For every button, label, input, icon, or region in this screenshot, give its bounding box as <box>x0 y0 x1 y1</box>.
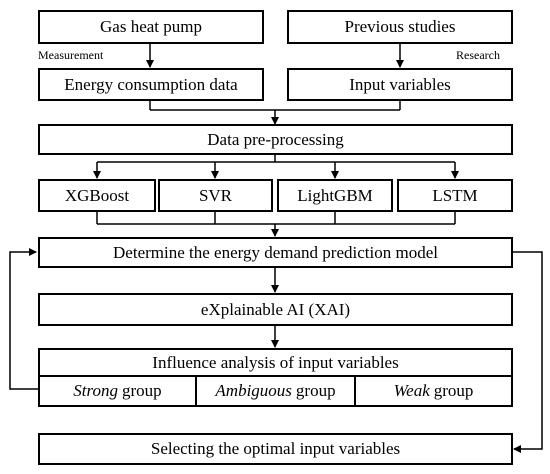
weak-group-italic: Weak <box>393 381 430 400</box>
ambiguous-group-italic: Ambiguous <box>215 381 292 400</box>
gas-heat-pump-box: Gas heat pump <box>38 10 264 44</box>
lstm-box: LSTM <box>397 179 513 212</box>
strong-group-italic: Strong <box>73 381 119 400</box>
lightgbm-label: LightGBM <box>297 185 373 205</box>
svr-box: SVR <box>158 179 273 212</box>
data-preprocessing-label: Data pre-processing <box>207 129 344 149</box>
measurement-label: Measurement <box>38 48 104 62</box>
bypass-line-right <box>512 251 543 453</box>
determine-model-box: Determine the energy demand prediction m… <box>38 237 513 268</box>
lightgbm-box: LightGBM <box>277 179 393 212</box>
xai-label: eXplainable AI (XAI) <box>200 299 351 319</box>
ambiguous-group-cell: Ambiguous group <box>197 377 356 405</box>
strong-group-cell: Strong group <box>40 377 197 405</box>
lstm-label: LSTM <box>432 185 478 205</box>
weak-group-cell: Weak group <box>356 377 511 405</box>
previous-studies-label: Previous studies <box>344 17 456 36</box>
energy-consumption-box: Energy consumption data <box>38 68 264 101</box>
svr-label: SVR <box>198 185 233 205</box>
ambiguous-group-label: group <box>295 381 336 400</box>
determine-model-label: Determine the energy demand prediction m… <box>113 242 438 262</box>
influence-analysis-header: Influence analysis of input variables <box>40 350 511 377</box>
gas-heat-pump-label: Gas heat pump <box>100 17 202 36</box>
selecting-optimal-label: Selecting the optimal input variables <box>150 439 401 458</box>
research-label: Research <box>456 48 500 62</box>
xgboost-box: XGBoost <box>38 179 156 212</box>
input-variables-box: Input variables <box>287 68 513 101</box>
influence-analysis-label: Influence analysis of input variables <box>152 352 399 372</box>
input-variables-label: Input variables <box>349 74 451 94</box>
influence-analysis-box: Influence analysis of input variables St… <box>38 348 513 407</box>
feedback-loop-line <box>9 248 38 390</box>
selecting-optimal-box: Selecting the optimal input variables <box>38 433 513 465</box>
weak-group-label: group <box>433 381 474 400</box>
previous-studies-box: Previous studies <box>287 10 513 44</box>
data-preprocessing-box: Data pre-processing <box>38 124 513 155</box>
energy-consumption-label: Energy consumption data <box>64 74 238 94</box>
xgboost-label: XGBoost <box>64 185 130 205</box>
strong-group-label: group <box>122 381 162 400</box>
xai-box: eXplainable AI (XAI) <box>38 293 513 326</box>
